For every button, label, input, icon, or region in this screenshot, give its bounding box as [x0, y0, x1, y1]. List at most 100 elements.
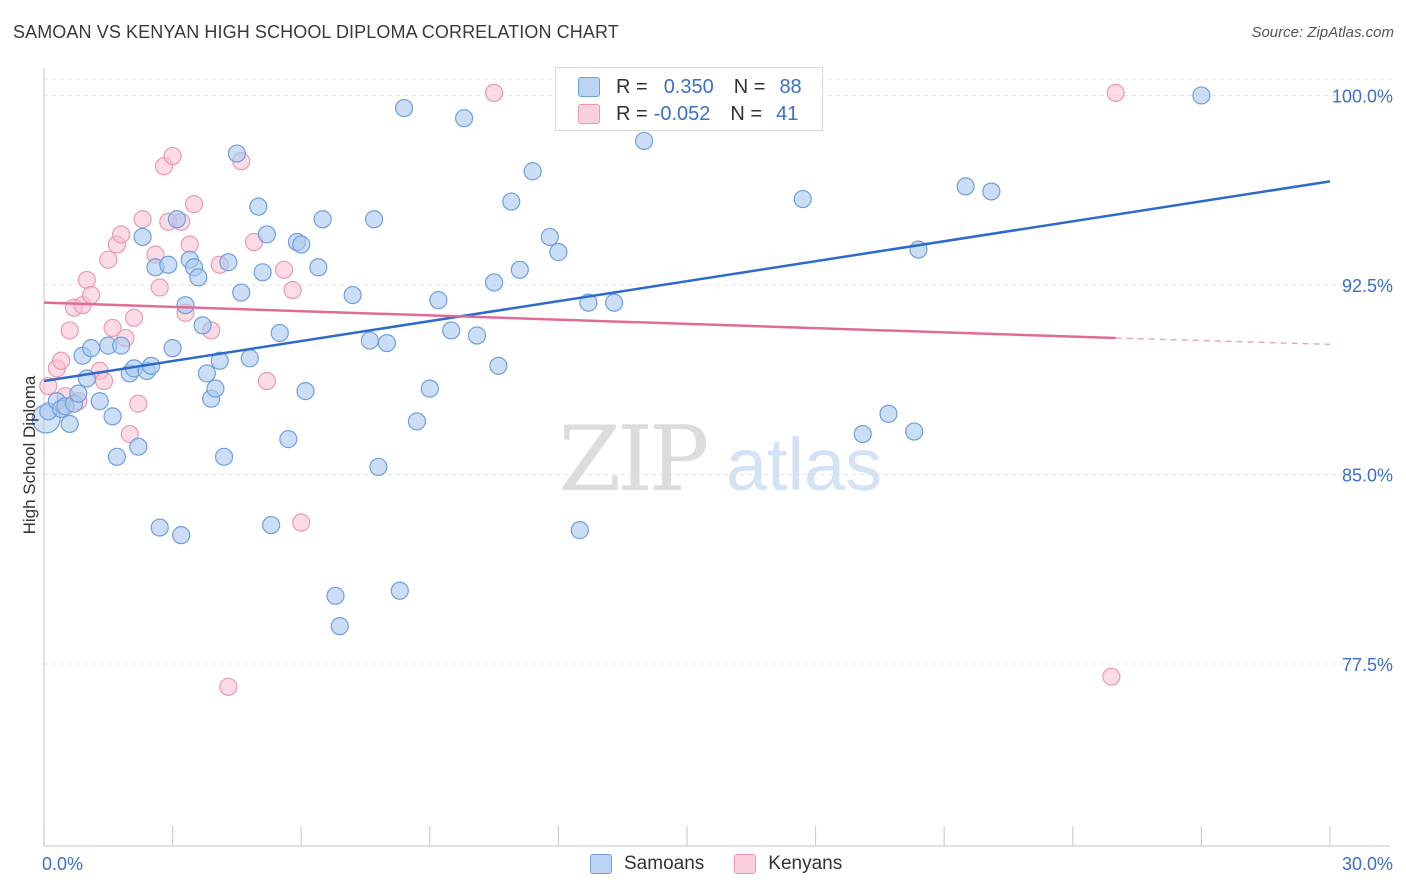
- samoan-point-69: [502, 192, 521, 211]
- samoan-point-65: [454, 109, 474, 128]
- samoan-point-27: [176, 296, 195, 315]
- samoan-point-87: [982, 182, 1001, 201]
- legend-item-kenyans[interactable]: Kenyans: [734, 853, 842, 875]
- kenyan-r-label: R =: [616, 102, 648, 125]
- kenyan-point-8: [77, 270, 96, 290]
- y-tick-label-3: 77.5%: [1342, 655, 1393, 675]
- samoan-point-41: [249, 197, 268, 216]
- samoan-point-14: [112, 336, 131, 355]
- samoan-point-45: [270, 323, 289, 343]
- samoan-point-68: [489, 356, 508, 375]
- samoan-point-38: [227, 144, 246, 163]
- samoan-point-4: [60, 414, 79, 434]
- samoan-point-30: [189, 268, 208, 287]
- samoan-point-71: [523, 162, 542, 181]
- kenyan-point-40: [1102, 667, 1121, 686]
- samoan-point-24: [163, 339, 182, 358]
- samoan-point-78: [635, 131, 654, 151]
- samoan-point-57: [369, 457, 388, 477]
- kenyan-r-value: -0.052: [653, 102, 711, 125]
- samoan-point-64: [442, 321, 461, 340]
- samoan-point-23: [159, 255, 178, 274]
- samoan-n-label: N =: [733, 75, 766, 98]
- samoan-point-51: [313, 210, 332, 229]
- samoan-point-55: [360, 331, 379, 350]
- samoan-point-67: [485, 273, 504, 292]
- watermark-zip: ZIP: [559, 407, 707, 512]
- axes: [43, 68, 1390, 847]
- samoan-point-63: [429, 291, 448, 310]
- samoan-point-13: [107, 447, 126, 466]
- kenyan-point-22: [150, 278, 169, 297]
- samoan-points: [31, 86, 1211, 636]
- kenyan-points: [39, 83, 1125, 696]
- kenyan-point-37: [283, 280, 302, 300]
- kenyan-point-18: [124, 308, 144, 327]
- samoan-point-74: [570, 521, 589, 540]
- kenyan-trend-line: [43, 301, 1116, 340]
- samoan-point-70: [510, 260, 529, 279]
- samoan-point-84: [905, 422, 924, 441]
- samoan-n-value: 88: [779, 75, 802, 98]
- kenyan-n-label: N =: [730, 102, 763, 125]
- correlation-legend: R = 0.350 N = 88 R = -0.052 N = 41: [555, 67, 823, 131]
- kenyan-point-2: [52, 351, 71, 370]
- kenyan-point-4: [60, 321, 79, 340]
- kenyan-point-29: [184, 195, 204, 214]
- samoan-point-77: [605, 293, 624, 312]
- kenyan-point-35: [257, 371, 277, 391]
- samoan-point-31: [193, 316, 212, 335]
- y-axis-label: High School Diploma: [20, 375, 39, 534]
- samoan-point-44: [262, 515, 281, 535]
- samoan-point-36: [214, 447, 234, 466]
- samoan-swatch: [578, 77, 600, 97]
- kenyan-point-15: [112, 225, 131, 244]
- watermark: ZIP atlas: [559, 407, 882, 512]
- samoan-point-66: [467, 326, 487, 345]
- kenyan-point-36: [274, 260, 294, 279]
- samoan-point-86: [956, 177, 975, 196]
- samoan-point-62: [420, 379, 439, 398]
- kenyan-point-0: [39, 376, 58, 396]
- samoan-point-10: [90, 392, 109, 411]
- samoan-point-32: [197, 364, 216, 383]
- samoan-point-83: [879, 404, 898, 423]
- samoan-point-39: [232, 283, 251, 302]
- legend-row-samoan: R = 0.350 N = 88: [578, 74, 802, 100]
- samoan-point-59: [390, 581, 409, 600]
- series-legend: Samoans Kenyans: [590, 850, 872, 878]
- samoan-point-46: [279, 430, 298, 449]
- y-tick-label-2: 85.0%: [1342, 466, 1393, 486]
- chart-title: SAMOAN VS KENYAN HIGH SCHOOL DIPLOMA COR…: [13, 22, 619, 42]
- samoan-point-81: [793, 189, 812, 209]
- legend-item-samoans[interactable]: Samoans: [590, 853, 704, 875]
- samoan-point-61: [407, 412, 427, 431]
- samoan-point-12: [103, 407, 122, 426]
- kenyan-point-12: [99, 250, 118, 269]
- samoan-point-34: [206, 379, 225, 398]
- kenyan-point-28: [180, 235, 199, 254]
- kenyan-point-17: [120, 424, 139, 444]
- kenyan-swatch: [578, 104, 600, 124]
- samoans-label: Samoans: [624, 853, 705, 874]
- kenyan-point-9: [82, 285, 101, 305]
- samoan-point-43: [257, 225, 277, 244]
- samoan-point-82: [853, 424, 872, 444]
- samoan-point-48: [292, 235, 311, 254]
- x-tick-label-0: 0.0%: [42, 854, 83, 874]
- samoan-point-42: [253, 263, 272, 282]
- samoan-point-26: [172, 526, 191, 545]
- kenyan-point-25: [163, 146, 182, 166]
- samoan-point-37: [219, 253, 238, 272]
- samoan-r-value: 0.350: [663, 75, 714, 98]
- chart-source: Source: ZipAtlas.com: [1251, 24, 1394, 41]
- samoan-r-label: R =: [616, 75, 648, 98]
- y-tick-label-0: 100.0%: [1332, 86, 1393, 106]
- kenyan-point-41: [1106, 83, 1125, 103]
- kenyan-point-13: [103, 318, 122, 338]
- x-tick-label-1: 30.0%: [1342, 854, 1393, 874]
- samoan-point-22: [150, 518, 169, 537]
- samoan-point-9: [82, 339, 101, 358]
- kenyan-point-39: [485, 83, 504, 103]
